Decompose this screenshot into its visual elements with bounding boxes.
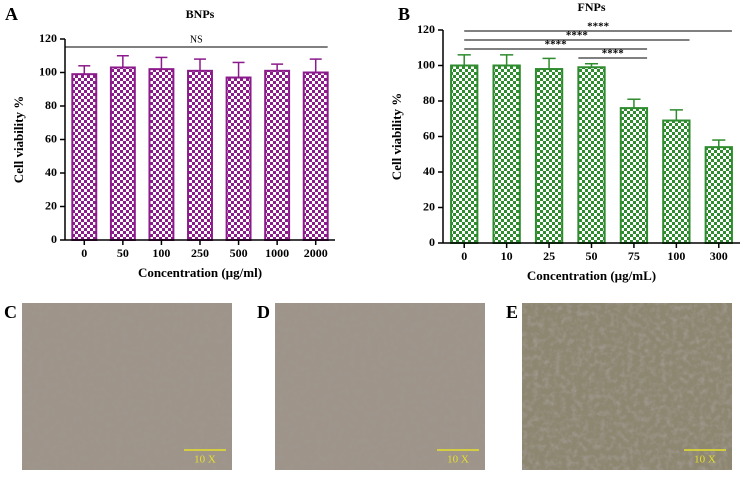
significance-label: **** bbox=[545, 39, 568, 51]
chart-title: BNPs bbox=[186, 7, 215, 21]
bar bbox=[264, 69, 291, 241]
x-axis-label: Concentration (µg/ml) bbox=[138, 265, 262, 280]
bar bbox=[704, 146, 733, 244]
y-tick-label: 80 bbox=[45, 98, 57, 112]
micrograph-texture bbox=[275, 303, 485, 470]
y-tick-label: 100 bbox=[39, 64, 57, 78]
y-tick-label: 60 bbox=[45, 131, 57, 145]
x-tick-label: 2000 bbox=[304, 246, 328, 260]
x-tick-label: 100 bbox=[667, 249, 685, 263]
y-tick-label: 20 bbox=[45, 198, 57, 212]
chart-title: FNPs bbox=[578, 0, 606, 14]
x-axis-label: Concentration (µg/mL) bbox=[527, 268, 656, 283]
x-tick-label: 10 bbox=[501, 249, 513, 263]
x-tick-label: 50 bbox=[586, 249, 598, 263]
y-tick-label: 60 bbox=[423, 128, 435, 142]
x-tick-label: 250 bbox=[191, 246, 209, 260]
panel-label: E bbox=[506, 302, 518, 322]
y-tick-label: 0 bbox=[51, 232, 57, 246]
y-tick-label: 120 bbox=[417, 22, 435, 36]
bar bbox=[450, 64, 479, 244]
panel-label: C bbox=[4, 302, 17, 322]
bar bbox=[148, 68, 175, 242]
bar bbox=[302, 71, 329, 241]
bar bbox=[619, 107, 649, 244]
y-tick-label: 100 bbox=[417, 57, 435, 71]
bar bbox=[577, 66, 606, 245]
x-tick-label: 50 bbox=[117, 246, 129, 260]
significance-label: NS bbox=[190, 34, 203, 45]
scale-label: 10 X bbox=[194, 454, 216, 466]
scale-label: 10 X bbox=[694, 454, 716, 466]
x-tick-label: 0 bbox=[461, 249, 467, 263]
y-axis-label: Cell viability % bbox=[11, 96, 26, 183]
micrograph-texture bbox=[22, 303, 232, 470]
panel-label: A bbox=[5, 4, 18, 24]
x-tick-label: 100 bbox=[152, 246, 170, 260]
x-tick-label: 300 bbox=[710, 249, 728, 263]
bar bbox=[662, 119, 691, 244]
y-tick-label: 0 bbox=[429, 235, 435, 249]
panel-label: B bbox=[398, 4, 410, 24]
panel-label: D bbox=[257, 302, 270, 322]
significance-label: **** bbox=[602, 48, 625, 60]
significance-label: **** bbox=[587, 21, 610, 33]
y-tick-label: 120 bbox=[39, 31, 57, 45]
x-tick-label: 500 bbox=[230, 246, 248, 260]
bar bbox=[492, 64, 521, 244]
x-tick-label: 25 bbox=[543, 249, 555, 263]
significance-label: **** bbox=[566, 30, 589, 42]
scale-label: 10 X bbox=[447, 454, 469, 466]
y-tick-label: 80 bbox=[423, 93, 435, 107]
bar bbox=[187, 69, 213, 241]
bar bbox=[71, 73, 98, 241]
x-tick-label: 75 bbox=[628, 249, 640, 263]
y-axis-label: Cell viability % bbox=[389, 93, 404, 180]
y-tick-label: 40 bbox=[423, 164, 435, 178]
y-tick-label: 20 bbox=[423, 199, 435, 213]
bar bbox=[225, 76, 252, 242]
y-tick-label: 40 bbox=[45, 165, 57, 179]
x-tick-label: 1000 bbox=[265, 246, 289, 260]
bar bbox=[109, 66, 136, 241]
x-tick-label: 0 bbox=[81, 246, 87, 260]
bar bbox=[534, 68, 564, 244]
micrograph-texture bbox=[522, 303, 732, 470]
